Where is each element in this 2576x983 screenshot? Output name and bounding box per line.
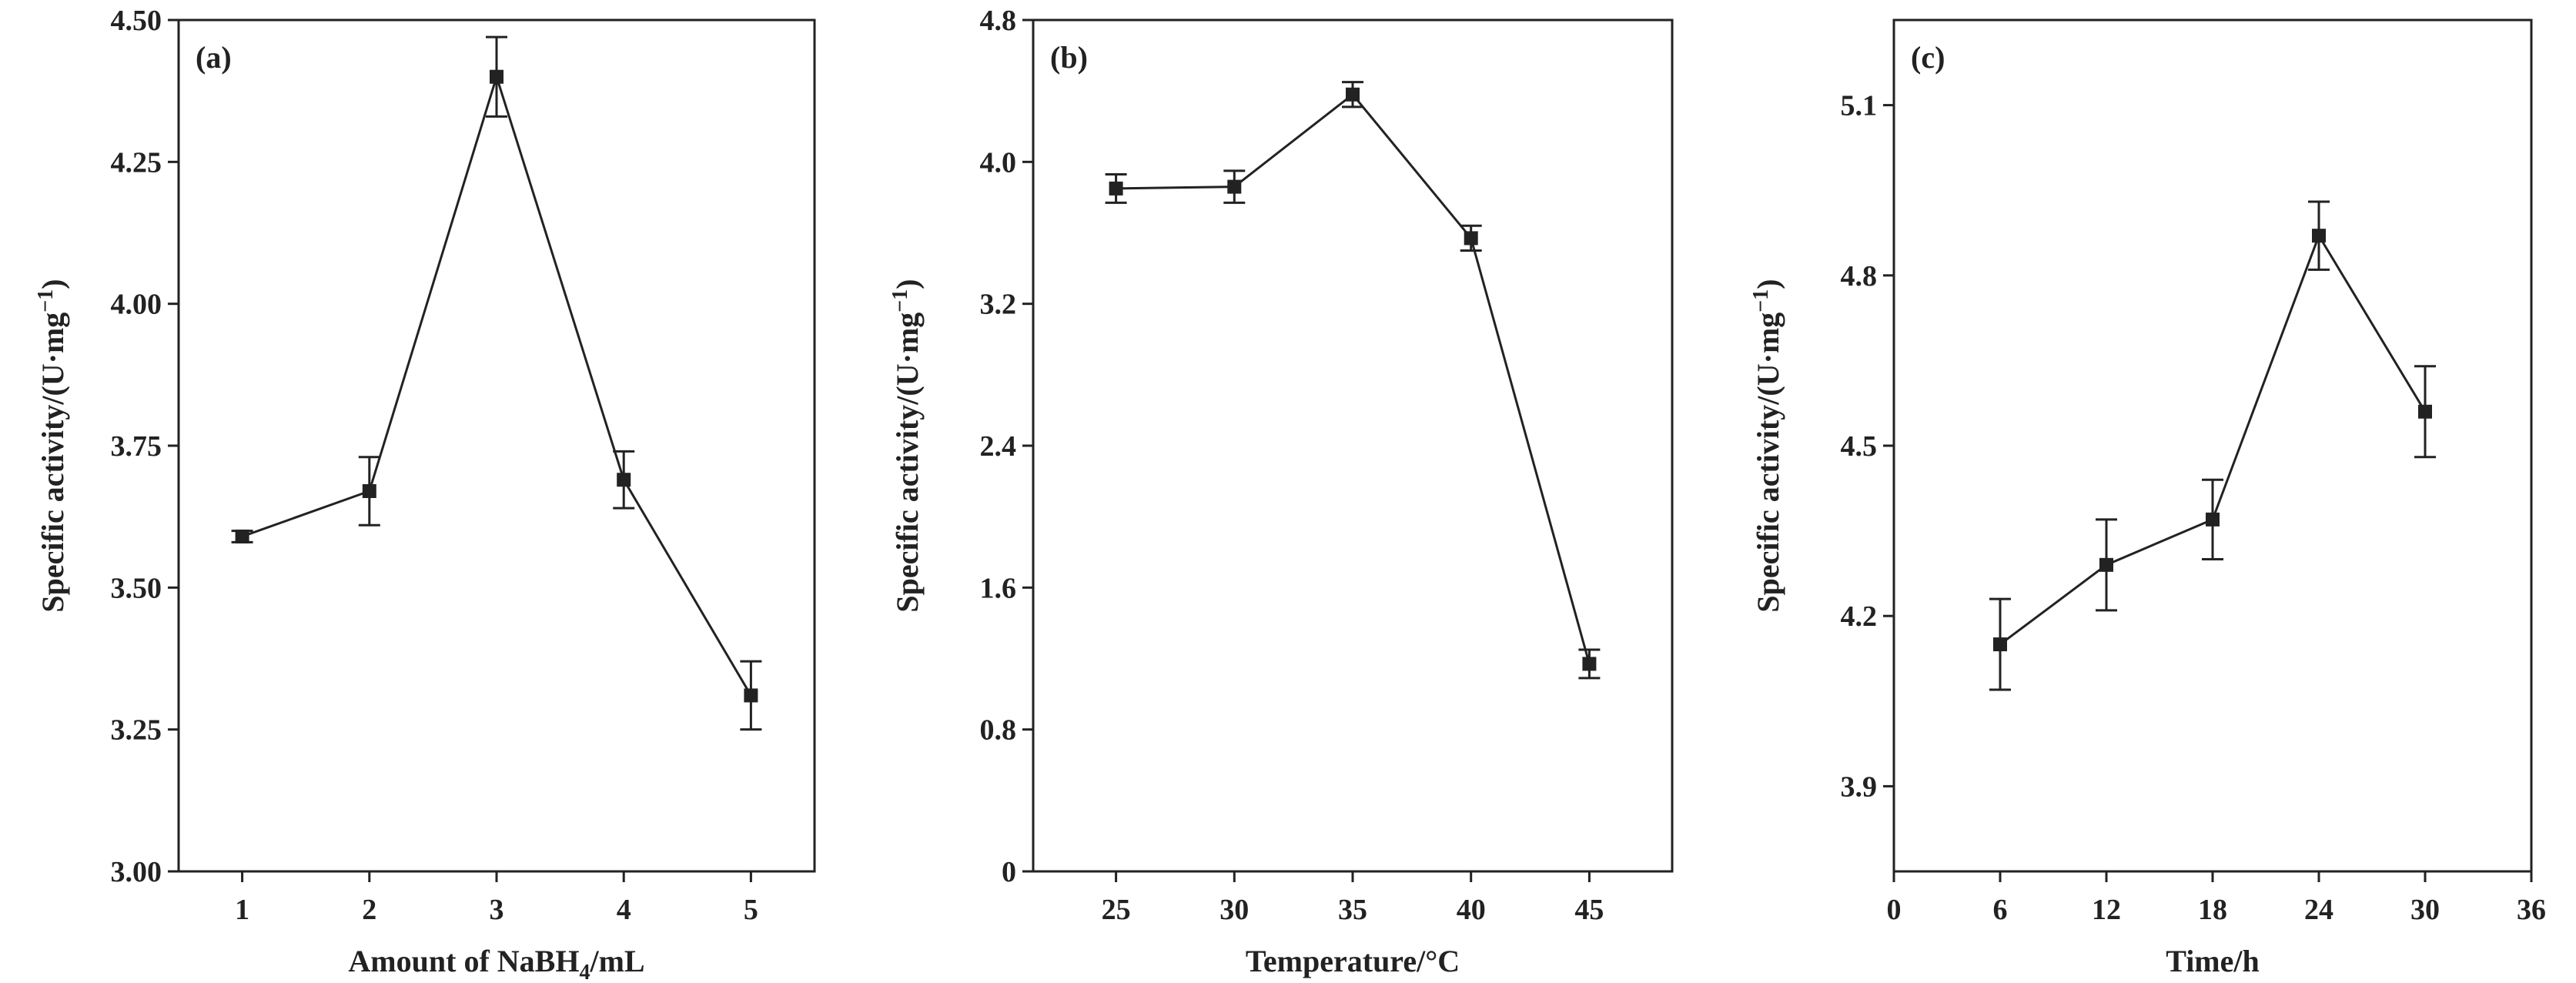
y-tick-label: 4.8 [1841, 260, 1878, 293]
series-line [242, 72, 752, 697]
panel-label: (c) [1911, 40, 1945, 75]
data-point [744, 688, 758, 703]
series-line [1999, 232, 2427, 646]
x-tick-label: 12 [2092, 894, 2121, 926]
x-tick-label: 36 [2517, 894, 2546, 926]
x-axis-label: Temperature/°C [1246, 944, 1460, 978]
y-tick-label: 4.25 [111, 146, 162, 179]
y-tick-label: 4.8 [980, 5, 1017, 37]
y-tick-label: 3.2 [980, 289, 1017, 321]
y-tick-label: 2.4 [980, 430, 1017, 463]
x-tick-label: 35 [1338, 894, 1367, 926]
x-tick-label: 30 [1219, 894, 1249, 926]
y-tick-label: 4.2 [1841, 600, 1878, 633]
y-tick-label: 3.25 [111, 714, 162, 747]
x-axis-label: Amount of NaBH4/mL [348, 944, 644, 983]
data-point [235, 529, 249, 543]
panel-label: (b) [1050, 40, 1088, 75]
x-tick-label: 2 [362, 894, 376, 926]
data-point [1109, 181, 1123, 196]
panel-label: (a) [196, 40, 232, 75]
panel-c-chart: 3.9 4.2 4.5 4.8 5.1 0 6 12 18 24 30 36 (c) Time/h Spec… [1749, 18, 2546, 978]
y-tick-label: 4.00 [111, 289, 162, 321]
x-tick-label: 40 [1457, 894, 1486, 926]
y-tick-label: 3.00 [111, 856, 162, 888]
data-point [1993, 637, 2007, 652]
y-tick-label: 4.0 [980, 146, 1017, 179]
x-tick-label: 5 [744, 894, 758, 926]
y-tick-label: 4.5 [1841, 430, 1878, 463]
data-point [1346, 87, 1360, 102]
data-point [1227, 179, 1242, 194]
x-tick-label: 1 [235, 894, 249, 926]
y-axis-label: Specific activity/(U·mg−1) [888, 279, 925, 612]
panel-b-chart: 0 0.8 1.6 2.4 3.2 4.0 4.8 25 30 35 40 45 (b) Temperat… [888, 5, 1674, 978]
y-tick-label: 0.8 [980, 714, 1017, 747]
x-tick-label: 24 [2304, 894, 2333, 926]
x-tick-label: 45 [1574, 894, 1604, 926]
panel-a-chart: 3.00 3.25 3.50 3.75 4.00 4.25 4.50 1 2 3 4 5 (a) Amou… [34, 5, 816, 983]
y-tick-label: 3.50 [111, 572, 162, 604]
y-tick-label: 3.75 [111, 430, 162, 463]
y-axis-label: Specific activity/(U·mg−1) [34, 279, 70, 612]
x-axis-label: Time/h [2166, 944, 2260, 978]
data-point [1582, 657, 1597, 671]
y-tick-label: 0 [1002, 856, 1016, 888]
y-tick-label: 1.6 [980, 572, 1017, 604]
series-line [1116, 92, 1591, 664]
data-point [2206, 512, 2220, 527]
data-point [2418, 404, 2432, 419]
plot-frame [1892, 18, 2533, 873]
x-tick-label: 18 [2198, 894, 2227, 926]
plot-frame [177, 18, 816, 873]
x-tick-label: 25 [1102, 894, 1131, 926]
x-tick-label: 0 [1887, 894, 1902, 926]
data-point [1464, 231, 1478, 246]
data-point [490, 69, 503, 84]
x-tick-label: 4 [617, 894, 631, 926]
data-point [2312, 229, 2326, 243]
data-point [617, 473, 631, 487]
y-tick-label: 3.9 [1841, 771, 1878, 803]
y-tick-label: 5.1 [1841, 90, 1878, 122]
y-tick-label: 4.50 [111, 5, 162, 37]
x-tick-label: 6 [1993, 894, 2008, 926]
x-tick-label: 30 [2410, 894, 2440, 926]
x-tick-label: 3 [490, 894, 504, 926]
data-point [2099, 557, 2113, 572]
data-point [362, 483, 376, 498]
y-axis-label: Specific activity/(U·mg−1) [1749, 279, 1785, 612]
plot-frame [1032, 18, 1674, 873]
